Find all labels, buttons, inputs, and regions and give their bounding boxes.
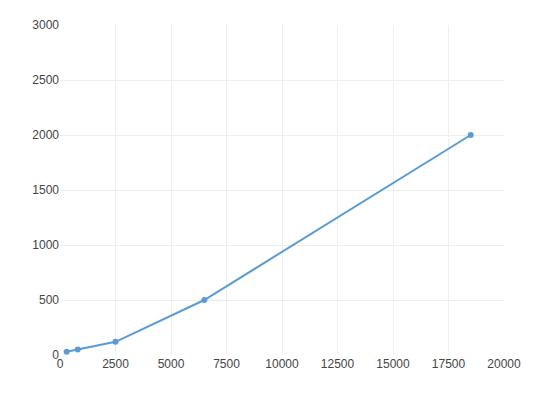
svg-text:15000: 15000: [376, 357, 410, 371]
svg-text:1500: 1500: [32, 183, 59, 197]
svg-text:3000: 3000: [32, 18, 59, 32]
svg-text:2500: 2500: [32, 73, 59, 87]
svg-text:1000: 1000: [32, 238, 59, 252]
svg-text:17500: 17500: [432, 357, 466, 371]
svg-text:7500: 7500: [213, 357, 240, 371]
svg-text:5000: 5000: [158, 357, 185, 371]
svg-text:20000: 20000: [487, 357, 521, 371]
svg-text:2000: 2000: [32, 128, 59, 142]
svg-text:500: 500: [39, 293, 59, 307]
svg-text:10000: 10000: [265, 357, 299, 371]
svg-text:2500: 2500: [102, 357, 129, 371]
svg-text:0: 0: [57, 357, 64, 371]
svg-text:0: 0: [52, 348, 59, 362]
svg-text:12500: 12500: [321, 357, 355, 371]
